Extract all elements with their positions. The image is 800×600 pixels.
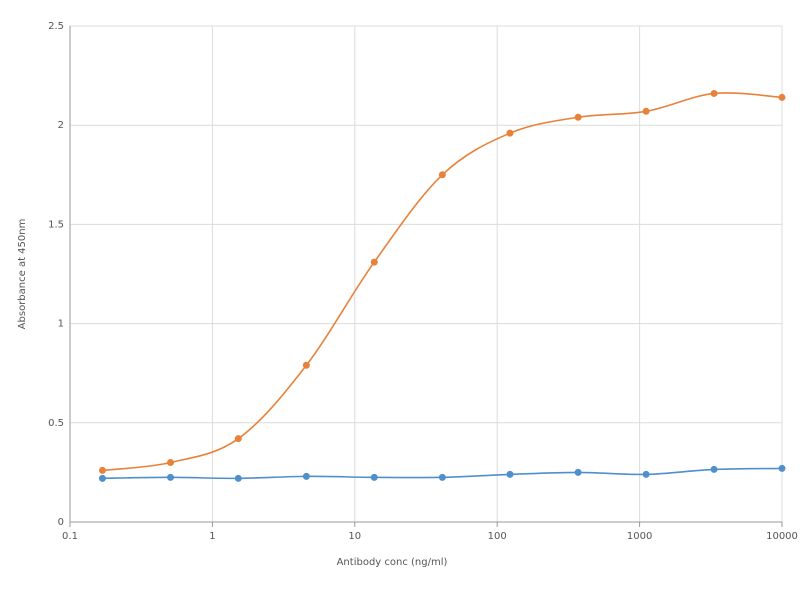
x-tick-label: 0.1 (62, 531, 78, 542)
data-point (710, 465, 718, 473)
data-point (438, 171, 446, 179)
y-tick-label: 2.5 (48, 21, 64, 32)
y-tick-label: 0.5 (48, 418, 64, 429)
data-point (778, 93, 786, 101)
data-point (370, 258, 378, 266)
data-point (506, 129, 514, 137)
data-point (370, 473, 378, 481)
data-point (234, 435, 242, 443)
x-tick-label: 1000 (627, 531, 652, 542)
data-point (302, 361, 310, 369)
data-point (778, 464, 786, 472)
data-point (642, 470, 650, 478)
data-point (167, 473, 175, 481)
y-axis-label: Absorbance at 450nm (17, 219, 28, 330)
y-tick-label: 2 (58, 120, 64, 131)
data-point (506, 470, 514, 478)
x-tick-label: 1 (209, 531, 215, 542)
y-tick-label: 1 (58, 319, 64, 330)
data-point (710, 89, 718, 97)
x-tick-label: 10 (348, 531, 361, 542)
data-point (574, 468, 582, 476)
x-axis-label: Antibody conc (ng/ml) (337, 557, 448, 568)
x-tick-label: 100 (488, 531, 507, 542)
y-tick-label: 0 (58, 517, 64, 528)
data-point (302, 472, 310, 480)
data-point (642, 107, 650, 115)
data-point (574, 113, 582, 121)
data-point (98, 474, 106, 482)
x-tick-label: 10000 (766, 531, 798, 542)
data-point (167, 458, 175, 466)
y-tick-label: 1.5 (48, 219, 64, 230)
data-point (98, 466, 106, 474)
data-point (438, 473, 446, 481)
series-line (102, 92, 783, 472)
data-point (234, 474, 242, 482)
